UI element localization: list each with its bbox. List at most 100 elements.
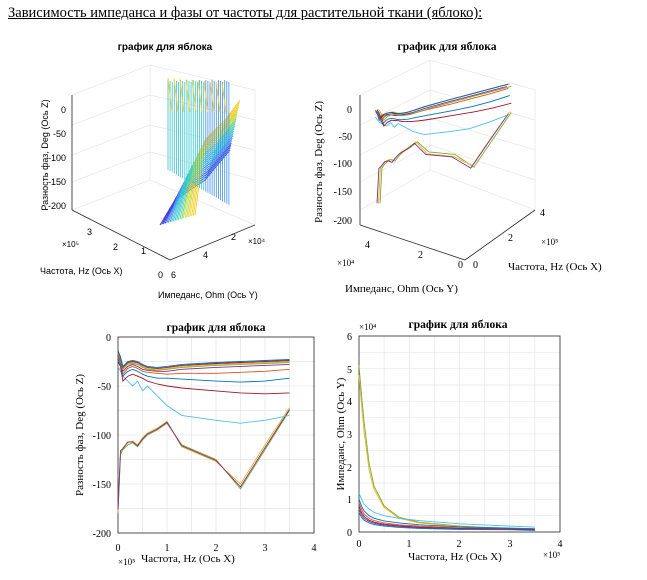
surface3d-title: график для яблока (118, 41, 213, 53)
phase-x-tick-2: 2 (214, 543, 219, 554)
impedance-y-ticks: 0 1 2 3 4 5 6 (347, 332, 352, 539)
surface3d-xlabel: Частота, Hz (Ось X) (40, 266, 123, 276)
surface3d-z-tick-3: -150 (48, 177, 66, 187)
surface3d-y-tick-1: 4 (203, 250, 208, 260)
impedance-y-tick-6: 6 (347, 332, 352, 343)
surface3d-z-tick-0: 0 (61, 105, 66, 115)
surface3d-x-tick-0: 0 (158, 270, 163, 280)
lines3d-ylabel: Импеданс, Ohm (Ось Y) (345, 283, 458, 295)
impedance-xlabel: Частота, Hz (Ось X) (408, 551, 502, 563)
surface3d-top-line (197, 80, 203, 113)
phase-series-line (117, 354, 290, 373)
lines3d-box (359, 59, 536, 211)
surface3d-top-line (215, 81, 221, 113)
surface3d-top-line (167, 77, 173, 113)
surface3d-x-tick-3: 3 (87, 227, 92, 237)
lines3d-y-tick-0: 4 (365, 240, 370, 251)
lines3d-x-tick-2: 4 (540, 208, 545, 219)
impedance-series-line (358, 502, 535, 530)
phase-frame (117, 336, 315, 534)
phase-x-tick-4: 4 (312, 543, 317, 554)
impedance-y-tick-5: 5 (347, 365, 352, 376)
lines3d-title: график для яблока (398, 41, 497, 53)
surface3d-mesh-line (182, 116, 238, 219)
surface3d-x-tick-1: 1 (141, 246, 146, 256)
surface3d-surface (159, 77, 241, 226)
phase-series-line (117, 351, 290, 369)
impedance-series-line (358, 512, 535, 531)
impedance-x-tick-2: 2 (457, 539, 462, 550)
phase-y-ticks: 0 -50 -100 -150 -200 (93, 333, 111, 540)
lines3d-x-ticks: 0 2 4 (473, 208, 545, 271)
surface3d-z-tick-1: -50 (53, 129, 66, 139)
surface3d-mesh-line (164, 142, 232, 224)
phase-series-line (117, 350, 290, 368)
lines3d-series-line (378, 111, 511, 204)
phase-y-tick-3: -150 (93, 480, 111, 491)
phase-series-line (117, 410, 290, 514)
impedance-frame (358, 335, 561, 533)
surface3d-top-line (173, 78, 179, 113)
surface3d-x-ticks: 0 1 2 3 (87, 227, 163, 280)
impedance-y-tick-3: 3 (347, 430, 352, 441)
phase-series-line (117, 361, 290, 395)
surface3d-chart: график для яблока 0 -50 -100 -150 -200 (40, 41, 266, 300)
phase-series-line (117, 353, 290, 371)
lines3d-y-multiplier: ×10⁴ (337, 258, 354, 268)
surface3d-y-tick-0: 2 (231, 232, 236, 242)
phase-x-tick-1: 1 (165, 543, 170, 554)
surface3d-y-ticks: 2 4 6 (171, 232, 236, 280)
surface3d-z-tick-4: -200 (48, 201, 66, 211)
impedance-y-multiplier: ×10⁴ (359, 322, 376, 332)
surface3d-box (71, 64, 256, 226)
lines3d-y-tick-2: 0 (458, 260, 463, 271)
impedance-y-tick-0: 0 (347, 528, 352, 539)
impedance-series (358, 365, 535, 531)
lines3d-y-tick-1: 2 (418, 250, 423, 261)
surface3d-mesh-line (177, 123, 236, 220)
impedance-series-line (358, 492, 535, 528)
surface3d-y-tick-2: 6 (171, 270, 176, 280)
phase-ylabel: Разность фаз, Deg (Ось Z) (74, 374, 86, 496)
impedance-ylabel: Импеданс, Ohm (Ось Y) (335, 377, 347, 490)
lines3d-z-tick-4: -200 (334, 216, 352, 227)
impedance-title: график для яблока (409, 319, 508, 331)
phase-y-tick-0: 0 (106, 333, 111, 344)
impedance-x-multiplier: ×10⁵ (543, 550, 560, 560)
phase-x-tick-3: 3 (263, 543, 268, 554)
surface3d-zlabel: Разность фаз, Deg (Ось Z) (40, 99, 50, 210)
surface3d-z-tick-2: -100 (48, 153, 66, 163)
impedance-chart: график для яблока 0 1 2 3 4 5 6 ×10⁴ 0 1… (335, 319, 563, 563)
surface3d-top-line (179, 78, 185, 113)
phase-series (117, 350, 290, 514)
impedance-series-line (358, 508, 535, 531)
lines3d-z-tick-0: 0 (347, 105, 352, 116)
impedance-x-tick-1: 1 (407, 539, 412, 550)
surface3d-top-line (209, 81, 215, 113)
impedance-x-tick-0: 0 (357, 539, 362, 550)
impedance-series-line (358, 499, 535, 530)
phase-chart: график для яблока 0 -50 -100 -150 -200 0… (74, 322, 317, 567)
lines3d-zlabel: Разность фаз, Deg (Ось Z) (313, 101, 325, 223)
lines3d-series-line (379, 112, 512, 204)
lines3d-xlabel: Частота, Hz (Ось X) (508, 261, 602, 273)
surface3d-ylabel: Импеданс, Ohm (Ось Y) (158, 290, 258, 300)
surface3d-y-multiplier: ×10⁴ (248, 237, 266, 246)
surface3d-top-line (191, 79, 197, 113)
phase-y-tick-1: -50 (98, 382, 111, 393)
phase-x-tick-0: 0 (116, 543, 121, 554)
lines3d-x-tick-1: 2 (508, 233, 513, 244)
lines3d-z-tick-1: -50 (339, 132, 352, 143)
surface3d-axes (71, 95, 256, 261)
phase-series-line (117, 366, 290, 424)
surface3d-mesh-line (179, 121, 237, 220)
surface3d-top-line (185, 79, 191, 113)
impedance-series-line (358, 365, 535, 530)
lines3d-x-tick-0: 0 (473, 260, 478, 271)
phase-series-line (117, 352, 290, 370)
impedance-x-tick-3: 3 (508, 539, 513, 550)
lines3d-series-line (375, 114, 507, 136)
phase-series-line (117, 356, 290, 376)
lines3d-series-line (375, 86, 507, 122)
